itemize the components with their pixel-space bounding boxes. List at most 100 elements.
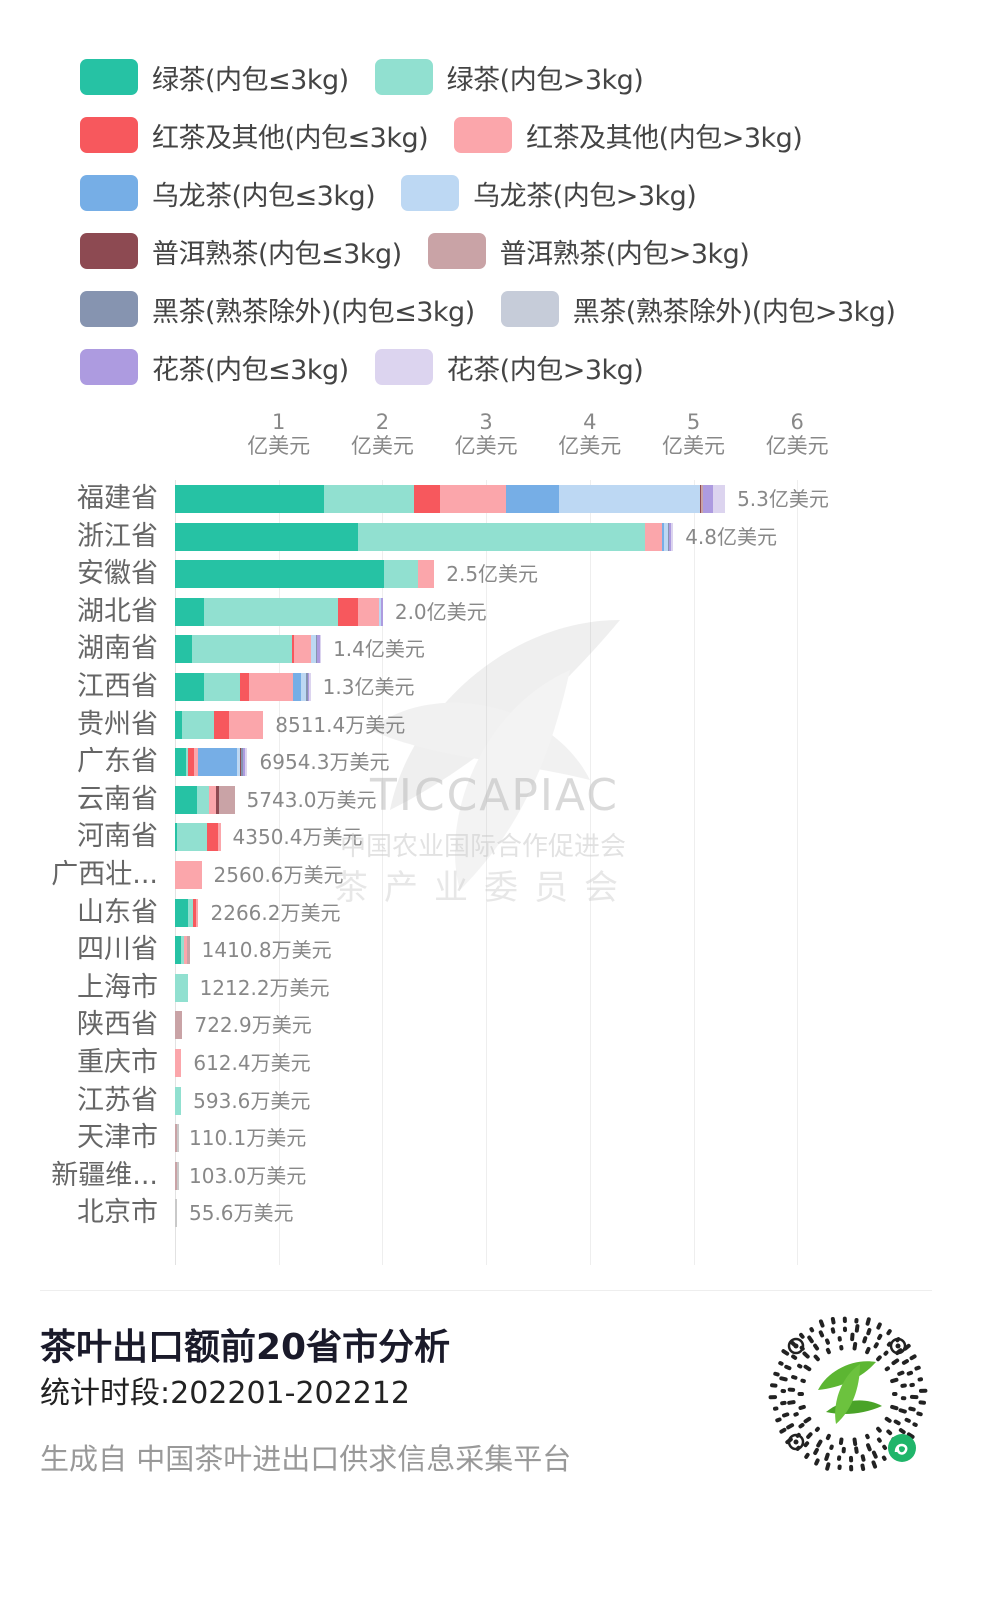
bar-segment[interactable] [358, 597, 380, 626]
bar-segment[interactable] [338, 597, 359, 626]
bar-segment[interactable] [175, 823, 177, 852]
bar-segment[interactable] [413, 485, 440, 513]
bar-segment[interactable] [176, 823, 207, 852]
bar-segment[interactable] [712, 485, 725, 513]
bar-segment[interactable] [310, 635, 316, 664]
bar-segment[interactable] [176, 1124, 179, 1153]
bar-segment[interactable] [214, 710, 230, 739]
bar-segment[interactable] [191, 635, 292, 664]
stacked-bar[interactable] [175, 710, 264, 739]
bar-segment[interactable] [183, 936, 187, 965]
bar-segment[interactable] [186, 936, 190, 965]
bar-segment[interactable] [243, 748, 246, 777]
mini-program-qr-code-icon[interactable] [766, 1312, 930, 1476]
bar-segment[interactable] [175, 673, 204, 701]
bar-segment[interactable] [239, 748, 242, 777]
bar-segment[interactable] [383, 560, 419, 589]
bar-segment[interactable] [667, 522, 669, 551]
bar-segment[interactable] [175, 635, 192, 664]
bar-segment[interactable] [323, 485, 414, 513]
bar-segment[interactable] [379, 597, 382, 626]
bar-segment[interactable] [206, 823, 219, 852]
bar-segment[interactable] [175, 1199, 177, 1228]
bar-segment[interactable] [703, 485, 713, 513]
bar-segment[interactable] [187, 748, 195, 777]
bar-segment[interactable] [188, 898, 193, 927]
bar-segment[interactable] [182, 710, 215, 739]
bar-segment[interactable] [317, 635, 320, 664]
bar-segment[interactable] [305, 673, 308, 701]
bar-segment[interactable] [176, 1161, 179, 1190]
bar-segment[interactable] [175, 710, 183, 739]
bar-segment[interactable] [175, 485, 324, 513]
bar-segment[interactable] [175, 1161, 177, 1190]
stacked-bar[interactable] [175, 1086, 182, 1115]
bar-segment[interactable] [293, 635, 311, 664]
bar-segment[interactable] [701, 485, 704, 513]
stacked-bar[interactable] [175, 861, 202, 889]
bar-segment[interactable] [209, 785, 217, 814]
stacked-bar[interactable] [175, 1199, 177, 1228]
bar-segment[interactable] [671, 522, 674, 551]
bar-segment[interactable] [196, 898, 199, 927]
stacked-bar[interactable] [175, 898, 199, 927]
stacked-bar[interactable] [175, 1161, 179, 1190]
bar-segment[interactable] [197, 785, 210, 814]
bar-segment[interactable] [175, 1049, 182, 1077]
stacked-bar[interactable] [175, 748, 248, 777]
stacked-bar[interactable] [175, 560, 435, 589]
bar-segment[interactable] [241, 748, 244, 777]
bar-segment[interactable] [218, 823, 221, 852]
bar-segment[interactable] [175, 1124, 177, 1153]
stacked-bar[interactable] [175, 936, 190, 965]
bar-segment[interactable] [175, 597, 205, 626]
stacked-bar[interactable] [175, 485, 725, 513]
bar-segment[interactable] [194, 748, 198, 777]
legend-item[interactable]: 乌龙茶(内包>3kg) [401, 174, 697, 213]
legend-item[interactable]: 乌龙茶(内包≤3kg) [80, 174, 376, 213]
bar-segment[interactable] [175, 522, 359, 551]
bar-segment[interactable] [439, 485, 507, 513]
bar-segment[interactable] [309, 673, 311, 701]
legend-item[interactable]: 绿茶(内包>3kg) [374, 58, 644, 97]
bar-segment[interactable] [506, 485, 560, 513]
bar-segment[interactable] [644, 522, 663, 551]
bar-segment[interactable] [197, 748, 238, 777]
bar-segment[interactable] [664, 522, 668, 551]
bar-segment[interactable] [192, 898, 197, 927]
stacked-bar[interactable] [175, 1011, 183, 1040]
bar-segment[interactable] [175, 748, 186, 777]
bar-segment[interactable] [699, 485, 702, 513]
stacked-bar[interactable] [175, 823, 221, 852]
bar-segment[interactable] [175, 936, 181, 965]
bar-segment[interactable] [559, 485, 700, 513]
bar-segment[interactable] [175, 785, 198, 814]
stacked-bar[interactable] [175, 785, 235, 814]
stacked-bar[interactable] [175, 1049, 182, 1077]
legend-item[interactable]: 普洱熟茶(内包>3kg) [427, 232, 750, 271]
bar-segment[interactable] [245, 748, 248, 777]
stacked-bar[interactable] [175, 597, 383, 626]
legend-item[interactable]: 花茶(内包≤3kg) [80, 348, 349, 387]
bar-segment[interactable] [315, 635, 318, 664]
stacked-bar[interactable] [175, 522, 674, 551]
bar-segment[interactable] [218, 785, 235, 814]
legend-item[interactable]: 花茶(内包>3kg) [374, 348, 644, 387]
bar-segment[interactable] [203, 673, 240, 701]
bar-segment[interactable] [358, 522, 645, 551]
legend-item[interactable]: 黑茶(熟茶除外)(内包≤3kg) [80, 290, 475, 329]
bar-segment[interactable] [237, 748, 240, 777]
bar-segment[interactable] [249, 673, 293, 701]
bar-segment[interactable] [175, 898, 189, 927]
bar-segment[interactable] [180, 936, 184, 965]
bar-segment[interactable] [175, 1011, 183, 1040]
bar-segment[interactable] [381, 597, 383, 626]
bar-segment[interactable] [292, 673, 302, 701]
bar-segment[interactable] [319, 635, 322, 664]
stacked-bar[interactable] [175, 1124, 179, 1153]
bar-segment[interactable] [229, 710, 264, 739]
bar-segment[interactable] [662, 522, 665, 551]
bar-segment[interactable] [185, 748, 188, 777]
bar-segment[interactable] [291, 635, 294, 664]
legend-item[interactable]: 黑茶(熟茶除外)(内包>3kg) [500, 290, 896, 329]
